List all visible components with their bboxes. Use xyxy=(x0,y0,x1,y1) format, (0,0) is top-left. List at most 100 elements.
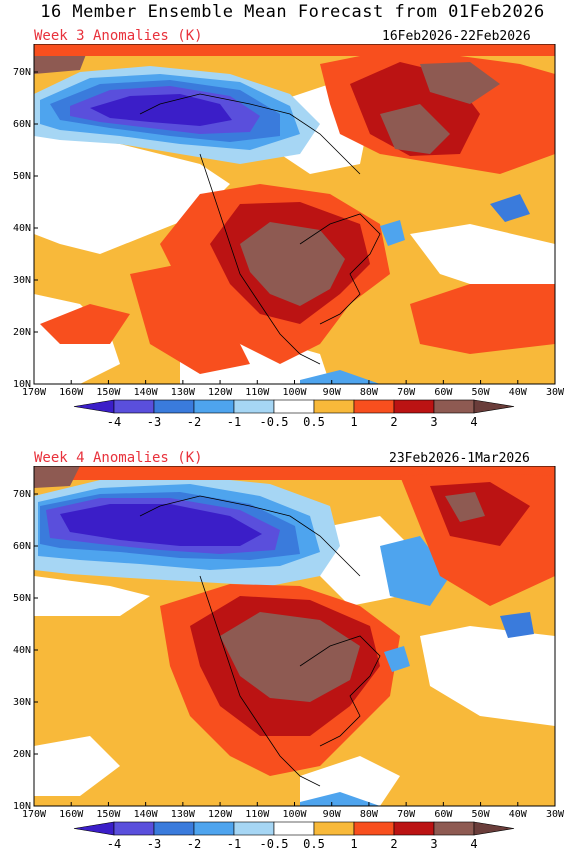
colorbar-label: 0.5 xyxy=(303,837,325,851)
lon-tick-label: 140W xyxy=(134,387,159,398)
lon-tick-label: 80W xyxy=(360,809,379,820)
warm-anomaly-core xyxy=(380,104,450,154)
lon-tick-label: 110W xyxy=(245,809,270,820)
neutral-zone xyxy=(34,736,120,796)
panel-2-label: Week 4 Anomalies (K) xyxy=(34,450,203,466)
figure-title: 16 Member Ensemble Mean Forecast from 01… xyxy=(40,2,545,22)
colorbar-swatch xyxy=(353,821,395,836)
colorbar-swatch xyxy=(73,399,115,414)
colorbar-label: -0.5 xyxy=(260,415,289,429)
colorbar-label: 1 xyxy=(350,415,357,429)
panel-1-dates: 16Feb2026-22Feb2026 xyxy=(382,29,531,44)
lat-tick-label: 60N xyxy=(13,119,31,130)
neutral-zone xyxy=(34,134,230,254)
colorbar-label: -4 xyxy=(107,837,121,851)
lon-tick-label: 40W xyxy=(509,809,528,820)
lon-tick-label: 100W xyxy=(282,809,307,820)
colorbar-swatch xyxy=(193,821,235,836)
cold-spot xyxy=(380,220,405,246)
lon-tick-label: 160W xyxy=(59,387,84,398)
colorbar-swatch xyxy=(233,821,275,836)
colorbar-label: -2 xyxy=(187,415,201,429)
lon-tick-label: 60W xyxy=(434,387,453,398)
colorbar-swatch xyxy=(73,821,115,836)
lat-tick-label: 20N xyxy=(13,327,31,338)
colorbar-label: -4 xyxy=(107,415,121,429)
colorbar-label: -1 xyxy=(227,837,241,851)
lon-tick-label: 130W xyxy=(171,387,196,398)
coastline xyxy=(139,495,381,787)
colorbar-swatch xyxy=(153,399,195,414)
colorbar-label: 4 xyxy=(470,837,477,851)
lat-tick-label: 20N xyxy=(13,749,31,760)
colorbar-label: -1 xyxy=(227,415,241,429)
neutral-zone xyxy=(300,756,400,806)
lon-tick-label: 120W xyxy=(208,387,233,398)
warm-anomaly-us-core xyxy=(240,222,345,306)
colorbar-label: 2 xyxy=(390,415,397,429)
colorbar-label: 2 xyxy=(390,837,397,851)
colorbar-label: -3 xyxy=(147,837,161,851)
lon-tick-label: 90W xyxy=(323,387,342,398)
colorbar-swatch xyxy=(113,821,155,836)
lat-tick-label: 40N xyxy=(13,223,31,234)
warm-anomaly-core xyxy=(34,466,80,488)
warm-anomaly xyxy=(410,284,555,354)
warm-anomaly-core xyxy=(420,62,500,104)
lat-tick-label: 10N xyxy=(13,379,31,390)
neutral-zone xyxy=(410,224,555,294)
colorbar-swatch xyxy=(313,399,355,414)
lon-tick-label: 120W xyxy=(208,809,233,820)
colorbar-swatch xyxy=(233,399,275,414)
cold-spot xyxy=(490,194,530,222)
colorbar-label: 1 xyxy=(350,837,357,851)
lon-tick-label: 170W xyxy=(22,809,47,820)
colorbar-label: 0.5 xyxy=(303,415,325,429)
lat-tick-label: 30N xyxy=(13,697,31,708)
lon-tick-label: 100W xyxy=(282,387,307,398)
warm-anomaly xyxy=(130,264,250,374)
lon-tick-label: 70W xyxy=(397,809,416,820)
lon-tick-label: 40W xyxy=(509,387,528,398)
lon-tick-label: 30W xyxy=(546,387,565,398)
lon-tick-label: 90W xyxy=(323,809,342,820)
lon-tick-label: 110W xyxy=(245,387,270,398)
lon-tick-label: 150W xyxy=(96,387,121,398)
cold-spot xyxy=(300,370,380,384)
lat-tick-label: 40N xyxy=(13,645,31,656)
lon-tick-label: 140W xyxy=(134,809,159,820)
coastline xyxy=(139,93,381,365)
neutral-zone xyxy=(420,626,555,726)
colorbar-swatch xyxy=(393,821,435,836)
lon-tick-label: 50W xyxy=(472,387,491,398)
lat-tick-label: 10N xyxy=(13,801,31,812)
cold-anomaly-core xyxy=(90,94,232,126)
neutral-zone xyxy=(34,576,150,616)
lon-tick-label: 160W xyxy=(59,809,84,820)
warm-anomaly-core xyxy=(445,492,485,522)
colorbar-swatch xyxy=(273,399,315,414)
lon-tick-label: 80W xyxy=(360,387,379,398)
lat-tick-label: 70N xyxy=(13,67,31,78)
colorbar-swatch xyxy=(433,399,475,414)
colorbar-label: -2 xyxy=(187,837,201,851)
colorbar-swatch xyxy=(193,399,235,414)
lon-tick-label: 30W xyxy=(546,809,565,820)
cold-spot xyxy=(500,612,534,638)
lon-tick-label: 130W xyxy=(171,809,196,820)
colorbar-swatch xyxy=(153,821,195,836)
cold-spot xyxy=(300,792,380,806)
colorbar-label: -0.5 xyxy=(260,837,289,851)
colorbar-swatch xyxy=(473,821,515,836)
colorbar-swatch xyxy=(313,821,355,836)
panel-1-label: Week 3 Anomalies (K) xyxy=(34,28,203,44)
colorbar-swatch xyxy=(473,399,515,414)
colorbar-swatch xyxy=(353,399,395,414)
warm-anomaly xyxy=(34,44,555,56)
cold-anomaly-core xyxy=(60,504,262,546)
lat-tick-label: 60N xyxy=(13,541,31,552)
colorbar-swatch xyxy=(393,399,435,414)
colorbar-label: -3 xyxy=(147,415,161,429)
